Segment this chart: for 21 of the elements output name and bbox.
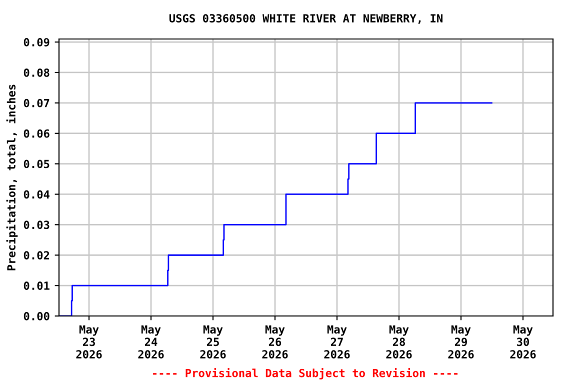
y-tick-label: 0.00 [24,312,50,320]
y-tick-label: 0.04 [24,190,50,199]
x-tick-label: May 24 2026 [138,325,164,359]
y-tick-label: 0.09 [24,38,50,46]
x-tick-label: May 28 2026 [386,325,412,359]
y-tick-label: 0.01 [24,282,50,290]
text: ---- Provisional Data Subject to Revision ---- [153,368,458,380]
x-tick-label: May 25 2026 [200,325,226,359]
y-tick-label: 0.02 [24,251,50,260]
y-axis-title: Precipitation, total, inches [6,84,18,270]
x-tick-label: May 29 2026 [448,325,474,359]
y-tick-label: 0.07 [24,98,50,108]
x-tick-label: May 26 2026 [262,325,288,359]
x-tick-label: May 27 2026 [324,325,350,359]
y-tick-label: 0.08 [24,68,50,77]
chart-title: USGS 03360500 WHITE RIVER AT NEWBERRY, IN [169,14,442,24]
x-tick-label: May 30 2026 [510,325,536,359]
x-tick-label: May 23 2026 [76,325,102,359]
y-tick-label: 0.03 [24,220,50,230]
y-tick-label: 0.05 [24,160,50,168]
y-tick-label: 0.06 [24,129,50,138]
